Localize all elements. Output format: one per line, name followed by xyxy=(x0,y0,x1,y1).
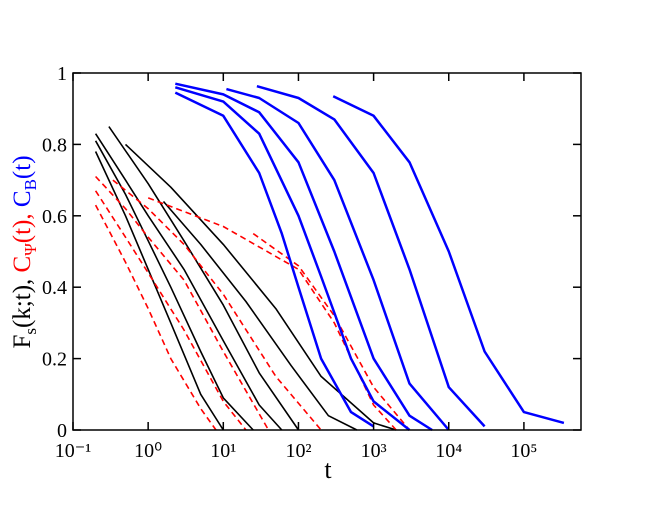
data-line xyxy=(162,200,358,431)
x-tick-label: 10⁴ xyxy=(435,440,462,462)
data-line xyxy=(252,232,411,431)
x-tick-label: 10⁵ xyxy=(510,440,537,462)
x-tick-label: 10¹ xyxy=(210,440,236,462)
x-axis-label: t xyxy=(324,455,332,484)
data-line xyxy=(174,86,411,431)
x-tick-label: 10⁰ xyxy=(134,440,162,462)
data-line xyxy=(94,133,283,431)
y-label-part: (t) xyxy=(9,155,36,179)
x-tick-label: 10³ xyxy=(361,440,387,462)
y-label-part: C xyxy=(9,256,36,273)
data-line xyxy=(175,82,433,432)
data-line xyxy=(94,140,254,431)
data-line xyxy=(147,197,397,431)
data-line xyxy=(124,143,397,431)
y-tick-label: 1 xyxy=(57,63,67,85)
y-tick-label: 0.8 xyxy=(42,134,67,156)
x-tick-label: 10² xyxy=(285,440,311,462)
y-label-part: F xyxy=(9,335,36,349)
data-line xyxy=(108,126,300,431)
data-line xyxy=(94,151,224,431)
data-line xyxy=(332,95,565,425)
data-line xyxy=(256,84,486,428)
y-label-sub: Ψ xyxy=(21,243,40,256)
x-tick-label: 10⁻¹ xyxy=(55,440,92,462)
y-label-part: (t), xyxy=(9,213,36,243)
y-tick-label: 0.4 xyxy=(42,277,67,299)
y-axis-label: Fs(k;t), CΨ(t), CB(t) xyxy=(9,155,40,348)
y-label-part: (k;t), xyxy=(9,279,36,328)
data-line xyxy=(112,179,322,431)
y-tick-label: 0.6 xyxy=(42,206,67,228)
y-label-part: C xyxy=(9,190,36,207)
data-line xyxy=(95,175,270,431)
plot-frame xyxy=(72,72,582,431)
data-line xyxy=(94,190,247,431)
y-label-sub: B xyxy=(21,179,40,190)
y-tick-label: 0 xyxy=(57,420,67,442)
data-line xyxy=(174,91,375,428)
y-label-sub: s xyxy=(21,328,40,335)
data-line xyxy=(94,204,217,431)
data-line xyxy=(226,87,450,431)
y-tick-label: 0.2 xyxy=(42,349,67,371)
